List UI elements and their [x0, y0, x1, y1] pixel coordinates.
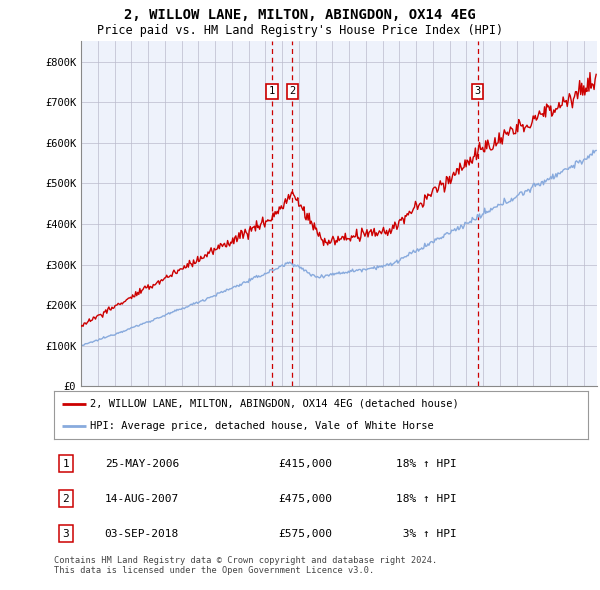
Text: 1: 1: [62, 459, 69, 469]
Text: 14-AUG-2007: 14-AUG-2007: [105, 494, 179, 504]
Text: 3% ↑ HPI: 3% ↑ HPI: [396, 529, 457, 539]
Text: 18% ↑ HPI: 18% ↑ HPI: [396, 459, 457, 469]
Text: 2, WILLOW LANE, MILTON, ABINGDON, OX14 4EG (detached house): 2, WILLOW LANE, MILTON, ABINGDON, OX14 4…: [91, 399, 459, 409]
Text: 3: 3: [62, 529, 69, 539]
Text: Contains HM Land Registry data © Crown copyright and database right 2024.
This d: Contains HM Land Registry data © Crown c…: [54, 556, 437, 575]
Text: HPI: Average price, detached house, Vale of White Horse: HPI: Average price, detached house, Vale…: [91, 421, 434, 431]
Text: 2, WILLOW LANE, MILTON, ABINGDON, OX14 4EG: 2, WILLOW LANE, MILTON, ABINGDON, OX14 4…: [124, 8, 476, 22]
Text: Price paid vs. HM Land Registry's House Price Index (HPI): Price paid vs. HM Land Registry's House …: [97, 24, 503, 37]
Text: £415,000: £415,000: [278, 459, 332, 469]
Text: 2: 2: [62, 494, 69, 504]
Text: 2: 2: [289, 86, 296, 96]
Text: 25-MAY-2006: 25-MAY-2006: [105, 459, 179, 469]
Text: £475,000: £475,000: [278, 494, 332, 504]
Text: 03-SEP-2018: 03-SEP-2018: [105, 529, 179, 539]
Text: 1: 1: [269, 86, 275, 96]
Text: 18% ↑ HPI: 18% ↑ HPI: [396, 494, 457, 504]
Text: £575,000: £575,000: [278, 529, 332, 539]
Text: 3: 3: [475, 86, 481, 96]
